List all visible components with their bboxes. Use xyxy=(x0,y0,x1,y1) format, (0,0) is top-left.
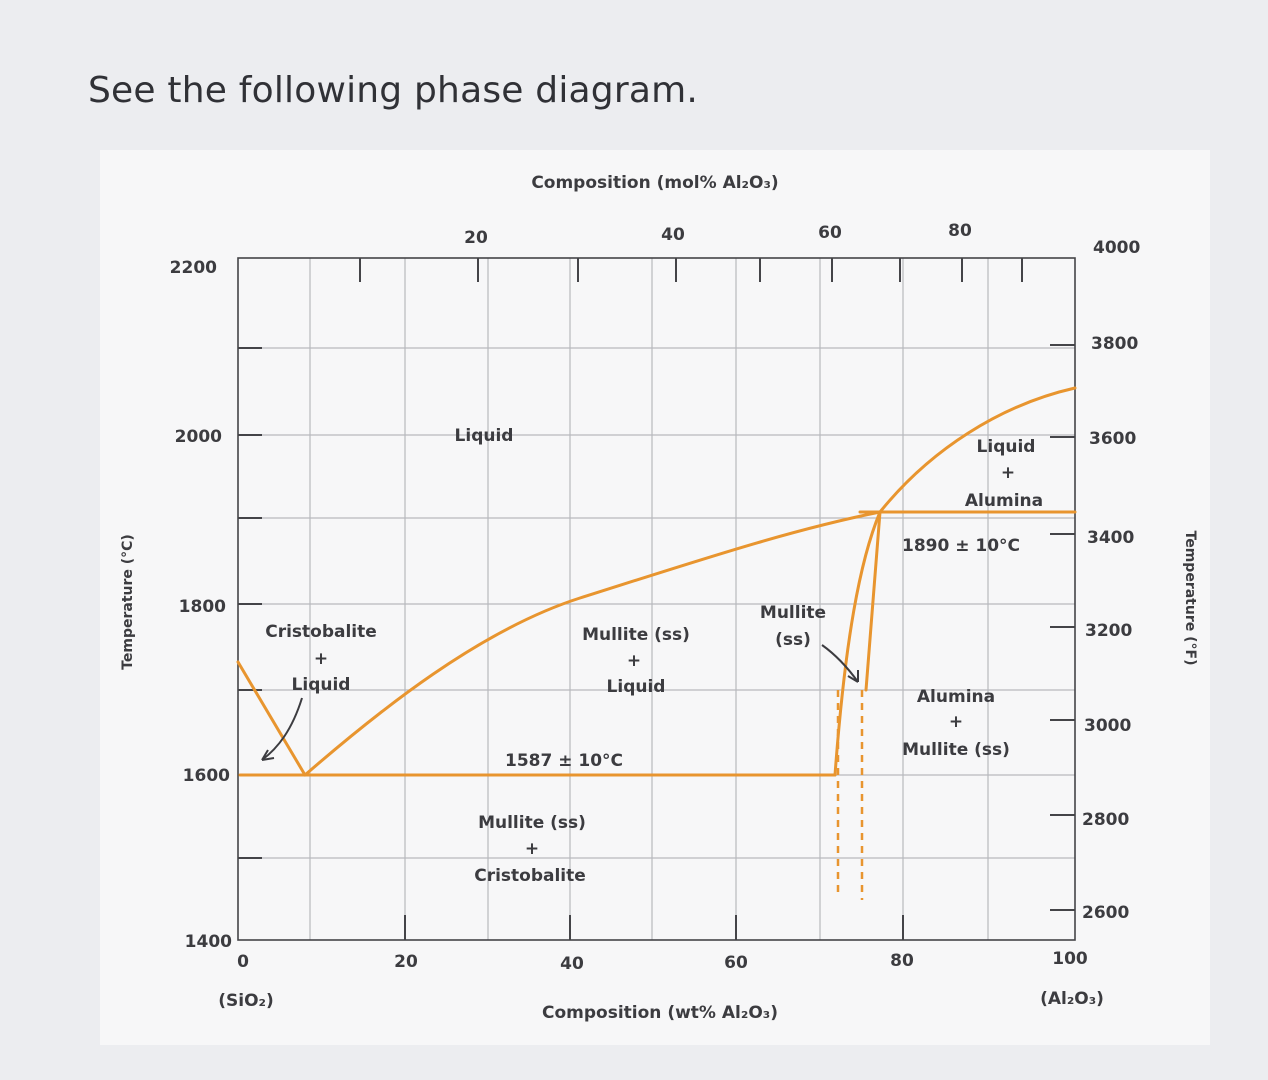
region-mullite-ss-line2: (ss) xyxy=(775,630,811,650)
right-tick-label: 4000 xyxy=(1093,238,1140,258)
bottom-tick-label: 40 xyxy=(560,954,584,974)
dashed-mullite-lines xyxy=(836,690,864,900)
region-mullite-liquid-line1: Mullite (ss) xyxy=(582,625,690,645)
region-alumina-mullite-line3: Mullite (ss) xyxy=(902,740,1010,760)
grid-vertical xyxy=(309,258,989,940)
top-tick-label: 80 xyxy=(948,221,972,241)
right-tick-label: 3800 xyxy=(1091,334,1138,354)
mullite-ss-left-boundary xyxy=(833,510,882,777)
mullite-ss-right-boundary xyxy=(864,510,882,692)
bottom-axis-ticks xyxy=(404,915,904,940)
region-mullite-cristobalite-line1: Mullite (ss) xyxy=(478,813,586,833)
cristobalite-arrow xyxy=(261,697,303,761)
right-tick-label: 3200 xyxy=(1085,621,1132,641)
top-tick-label: 60 xyxy=(818,223,842,243)
region-alumina-mullite-line1: Alumina xyxy=(917,687,995,707)
right-tick-label: 3000 xyxy=(1084,716,1131,736)
region-mullite-liquid-line3: Liquid xyxy=(607,677,666,697)
top-axis-ticks xyxy=(359,258,1023,282)
region-cristobalite-liquid-line2: + xyxy=(314,649,328,669)
plot-panel xyxy=(100,150,1210,1045)
bottom-tick-label: 80 xyxy=(890,951,914,971)
region-mullite-ss-line1: Mullite xyxy=(760,603,826,623)
top-tick-label: 20 xyxy=(464,228,488,248)
region-liquid-alumina-line1: Liquid xyxy=(977,437,1036,457)
top-axis-title: Composition (mol% Al₂O₃) xyxy=(531,173,778,193)
region-mullite-cristobalite-line3: Cristobalite xyxy=(474,866,586,886)
left-tick-label: 1400 xyxy=(185,932,232,952)
bottom-axis-title: Composition (wt% Al₂O₃) xyxy=(542,1003,778,1023)
top-tick-label: 40 xyxy=(661,225,685,245)
region-mullite-cristobalite-line2: + xyxy=(525,839,539,859)
phase-boundaries xyxy=(236,386,1077,777)
alumina-liquidus xyxy=(878,386,1077,514)
region-mullite-liquid-line2: + xyxy=(627,651,641,671)
eutectic-1587-label: 1587 ± 10°C xyxy=(505,751,623,771)
left-tick-label: 2000 xyxy=(175,427,222,447)
mullite-ss-arrow xyxy=(821,644,859,683)
region-cristobalite-liquid-line1: Cristobalite xyxy=(265,622,377,642)
right-axis-ticks xyxy=(1050,344,1075,911)
bottom-tick-label: 60 xyxy=(724,953,748,973)
cristobalite-liquidus xyxy=(236,660,307,777)
sio2-end-label: (SiO₂) xyxy=(218,991,274,1011)
page-heading: See the following phase diagram. xyxy=(88,70,699,111)
right-tick-label: 2600 xyxy=(1082,903,1129,923)
plot-frame xyxy=(237,257,1076,941)
region-liquid-label: Liquid xyxy=(455,426,514,446)
al2o3-end-label: (Al₂O₃) xyxy=(1040,989,1104,1009)
region-liquid-alumina-line3: Alumina xyxy=(965,491,1043,511)
region-cristobalite-liquid-line3: Liquid xyxy=(292,675,351,695)
left-tick-label: 1800 xyxy=(179,597,226,617)
bottom-tick-label: 0 xyxy=(237,952,249,972)
left-tick-label: 1600 xyxy=(183,766,230,786)
region-liquid-alumina-line2: + xyxy=(1001,463,1015,483)
right-tick-label: 2800 xyxy=(1082,810,1129,830)
left-tick-label: 2200 xyxy=(170,258,217,278)
left-axis-title: Temperature (°C) xyxy=(120,534,136,670)
right-tick-label: 3400 xyxy=(1087,528,1134,548)
mullite-liquidus xyxy=(303,510,882,777)
right-tick-label: 3600 xyxy=(1089,429,1136,449)
right-axis-title: Temperature (°F) xyxy=(1182,531,1198,666)
bottom-tick-label: 20 xyxy=(394,952,418,972)
eutectic-1890-label: 1890 ± 10°C xyxy=(902,536,1020,556)
bottom-tick-label: 100 xyxy=(1052,949,1088,969)
region-alumina-mullite-line2: + xyxy=(949,712,963,732)
